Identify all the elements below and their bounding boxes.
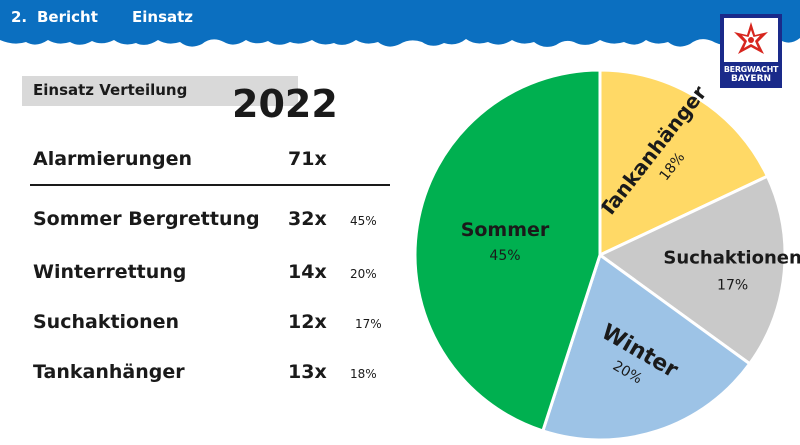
year-heading: 2022 — [232, 82, 338, 126]
pie-slice — [413, 68, 602, 433]
row-count: 14x — [288, 261, 327, 283]
bergwacht-logo: BERGWACHT BAYERN — [720, 14, 782, 88]
row-label: Suchaktionen — [33, 311, 180, 333]
row-count: 12x — [288, 311, 327, 333]
row-label: Winterrettung — [33, 261, 187, 283]
section-label-box — [22, 76, 298, 106]
slice-label-group: Sommer 45% — [461, 219, 550, 264]
slice-value-label: 45% — [489, 248, 520, 264]
slice-label: Suchaktionen — [663, 248, 800, 269]
row-count: 32x — [288, 208, 327, 230]
pie-slice — [598, 68, 770, 258]
slice-label-group: Suchaktionen 17% — [663, 248, 800, 294]
logo-line1: BERGWACHT — [723, 65, 779, 74]
divider — [30, 184, 390, 186]
pie-slice — [540, 252, 752, 442]
header-background — [0, 0, 800, 47]
row-pct: 18% — [350, 367, 377, 381]
row-label: Tankanhänger — [33, 361, 185, 383]
pie-slice — [597, 174, 787, 366]
row-pct: 17% — [355, 317, 382, 331]
summary-label: Alarmierungen — [33, 148, 193, 170]
row-label: Sommer Bergrettung — [33, 208, 260, 230]
row-count: 13x — [288, 361, 327, 383]
header-banner: 2. Bericht Einsatz — [0, 0, 800, 56]
row-pct: 45% — [350, 214, 377, 228]
slice-label: Sommer — [461, 219, 550, 241]
section-label: Einsatz Verteilung — [33, 81, 188, 99]
section-number: 2. — [11, 8, 28, 26]
logo-line2: BAYERN — [730, 74, 772, 84]
edelweiss-icon — [724, 18, 778, 62]
summary-count: 71x — [288, 148, 327, 170]
header-subtitle: Einsatz — [132, 8, 194, 26]
slice-value-label: 17% — [717, 278, 748, 294]
row-pct: 20% — [350, 267, 377, 281]
header-title: Bericht — [37, 8, 98, 26]
